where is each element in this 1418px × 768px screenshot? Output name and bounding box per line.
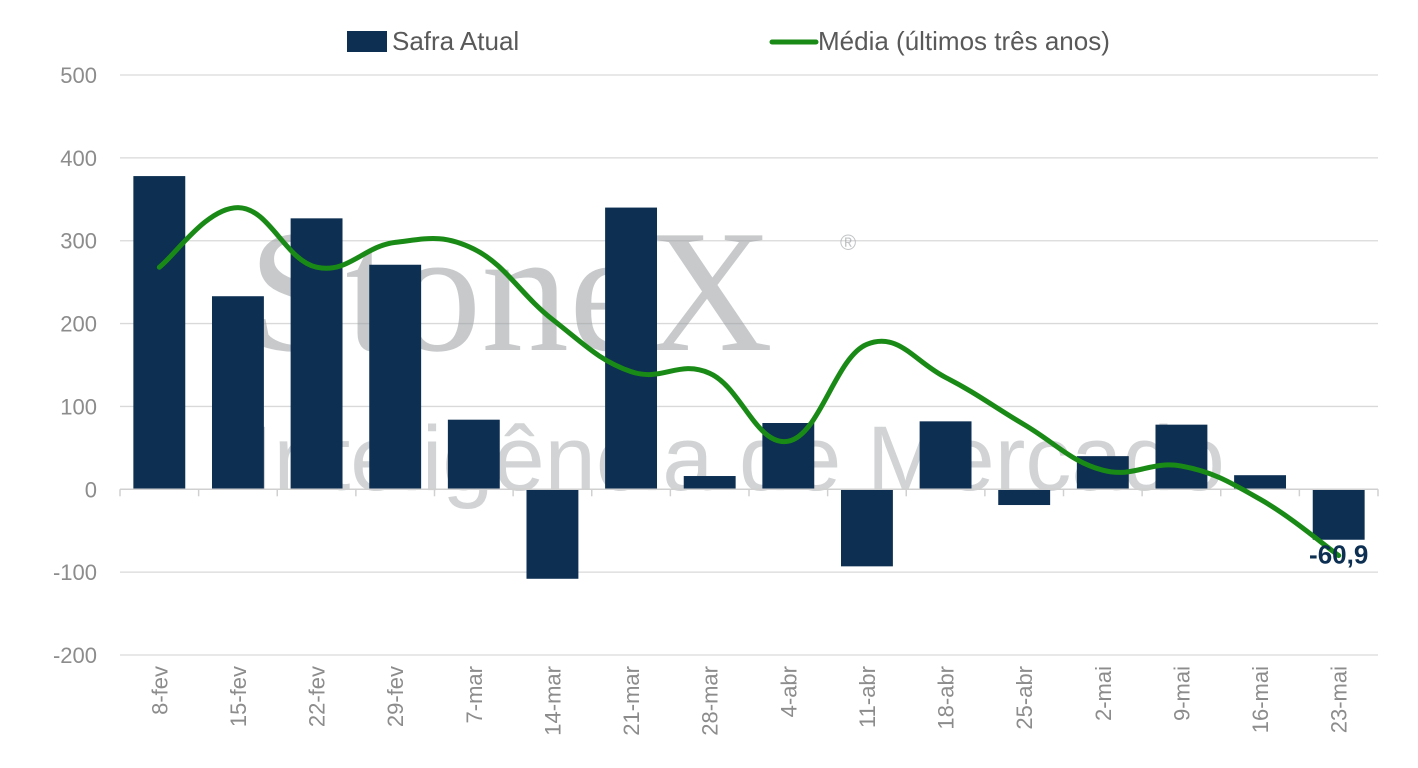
x-axis [119, 488, 1379, 497]
x-tick-label: 16-mai [1248, 666, 1273, 733]
x-tick-label: 18-abr [934, 666, 959, 730]
y-tick-label: 0 [85, 477, 97, 502]
y-tick-label: 300 [60, 229, 97, 254]
legend-swatch-bar [347, 31, 387, 52]
x-tick-label: 11-abr [855, 666, 880, 728]
data-label: -60,9 [1309, 540, 1368, 570]
y-axis-ticks: 500 400 300 200 100 0 -100 -200 [53, 63, 97, 668]
x-tick-label: 4-abr [776, 666, 801, 717]
x-tick-label: 15-fev [226, 666, 251, 727]
watermark-registered-mark: ® [840, 230, 856, 255]
bar [1234, 475, 1287, 490]
x-tick-label: 23-mai [1327, 666, 1352, 733]
bar [133, 176, 186, 490]
y-tick-label: 200 [60, 312, 97, 337]
x-tick-label: 22-fev [305, 666, 330, 727]
legend-label-bar: Safra Atual [392, 26, 519, 56]
y-tick-label: 400 [60, 146, 97, 171]
x-tick-label: 29-fev [383, 666, 408, 727]
x-tick-label: 25-abr [1012, 666, 1037, 730]
bar [290, 218, 343, 490]
bar [762, 423, 815, 490]
y-tick-label: -200 [53, 643, 97, 668]
y-tick-label: 100 [60, 394, 97, 419]
y-tick-label: -100 [53, 560, 97, 585]
bar [369, 264, 422, 490]
legend-label-line: Média (últimos três anos) [818, 26, 1110, 56]
x-tick-label: 9-mai [1169, 666, 1194, 721]
x-tick-label: 21-mar [619, 666, 644, 736]
bar [840, 489, 893, 567]
bar-series [133, 176, 1365, 579]
bar [447, 419, 500, 490]
data-labels: -60,9 [1309, 540, 1368, 570]
x-tick-label: 14-mar [540, 666, 565, 736]
bar [526, 489, 579, 579]
bar [211, 296, 264, 490]
x-tick-label: 7-mar [462, 666, 487, 723]
x-tick-label: 28-mar [698, 666, 723, 736]
x-tick-label: 2-mai [1091, 666, 1116, 721]
bar [1155, 424, 1208, 490]
line-series [156, 205, 1342, 559]
x-axis-ticks: 8-fev 15-fev 22-fev 29-fev 7-mar 14-mar 21-mar… [147, 666, 1351, 736]
series-line [156, 205, 1342, 559]
bar [1312, 489, 1365, 540]
bar [605, 207, 658, 490]
legend: Safra Atual Média (últimos três anos) [347, 26, 1110, 56]
bar [683, 476, 736, 490]
x-tick-label: 8-fev [147, 666, 172, 715]
bar [919, 421, 972, 490]
y-tick-label: 500 [60, 63, 97, 88]
bar [998, 489, 1051, 506]
